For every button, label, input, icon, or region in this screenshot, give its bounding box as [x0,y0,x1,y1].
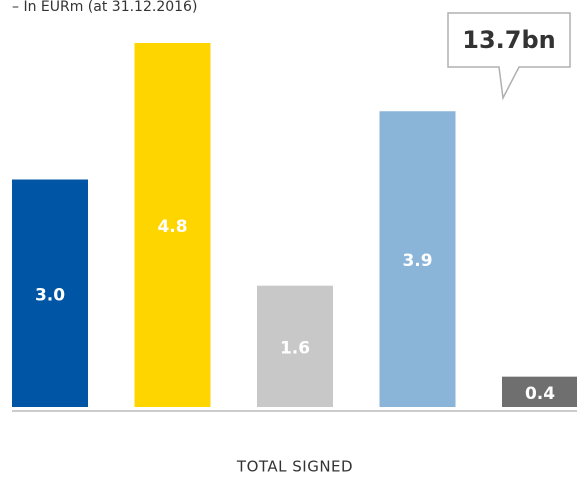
value-label: 3.0 [35,285,65,305]
chart-subtitle: – In EURm (at 31.12.2016) [12,0,197,15]
bar [12,179,88,407]
bar [257,285,333,407]
x-axis-label: TOTAL SIGNED [236,458,353,476]
value-label: 0.4 [525,384,555,404]
value-label: 3.9 [402,251,432,271]
bar [134,43,211,407]
value-label: 4.8 [157,217,187,237]
value-label: 1.6 [280,338,310,358]
callout-text: 13.7bn [462,26,555,54]
bar [502,376,577,407]
callout-box [447,12,571,101]
bar [379,111,456,407]
